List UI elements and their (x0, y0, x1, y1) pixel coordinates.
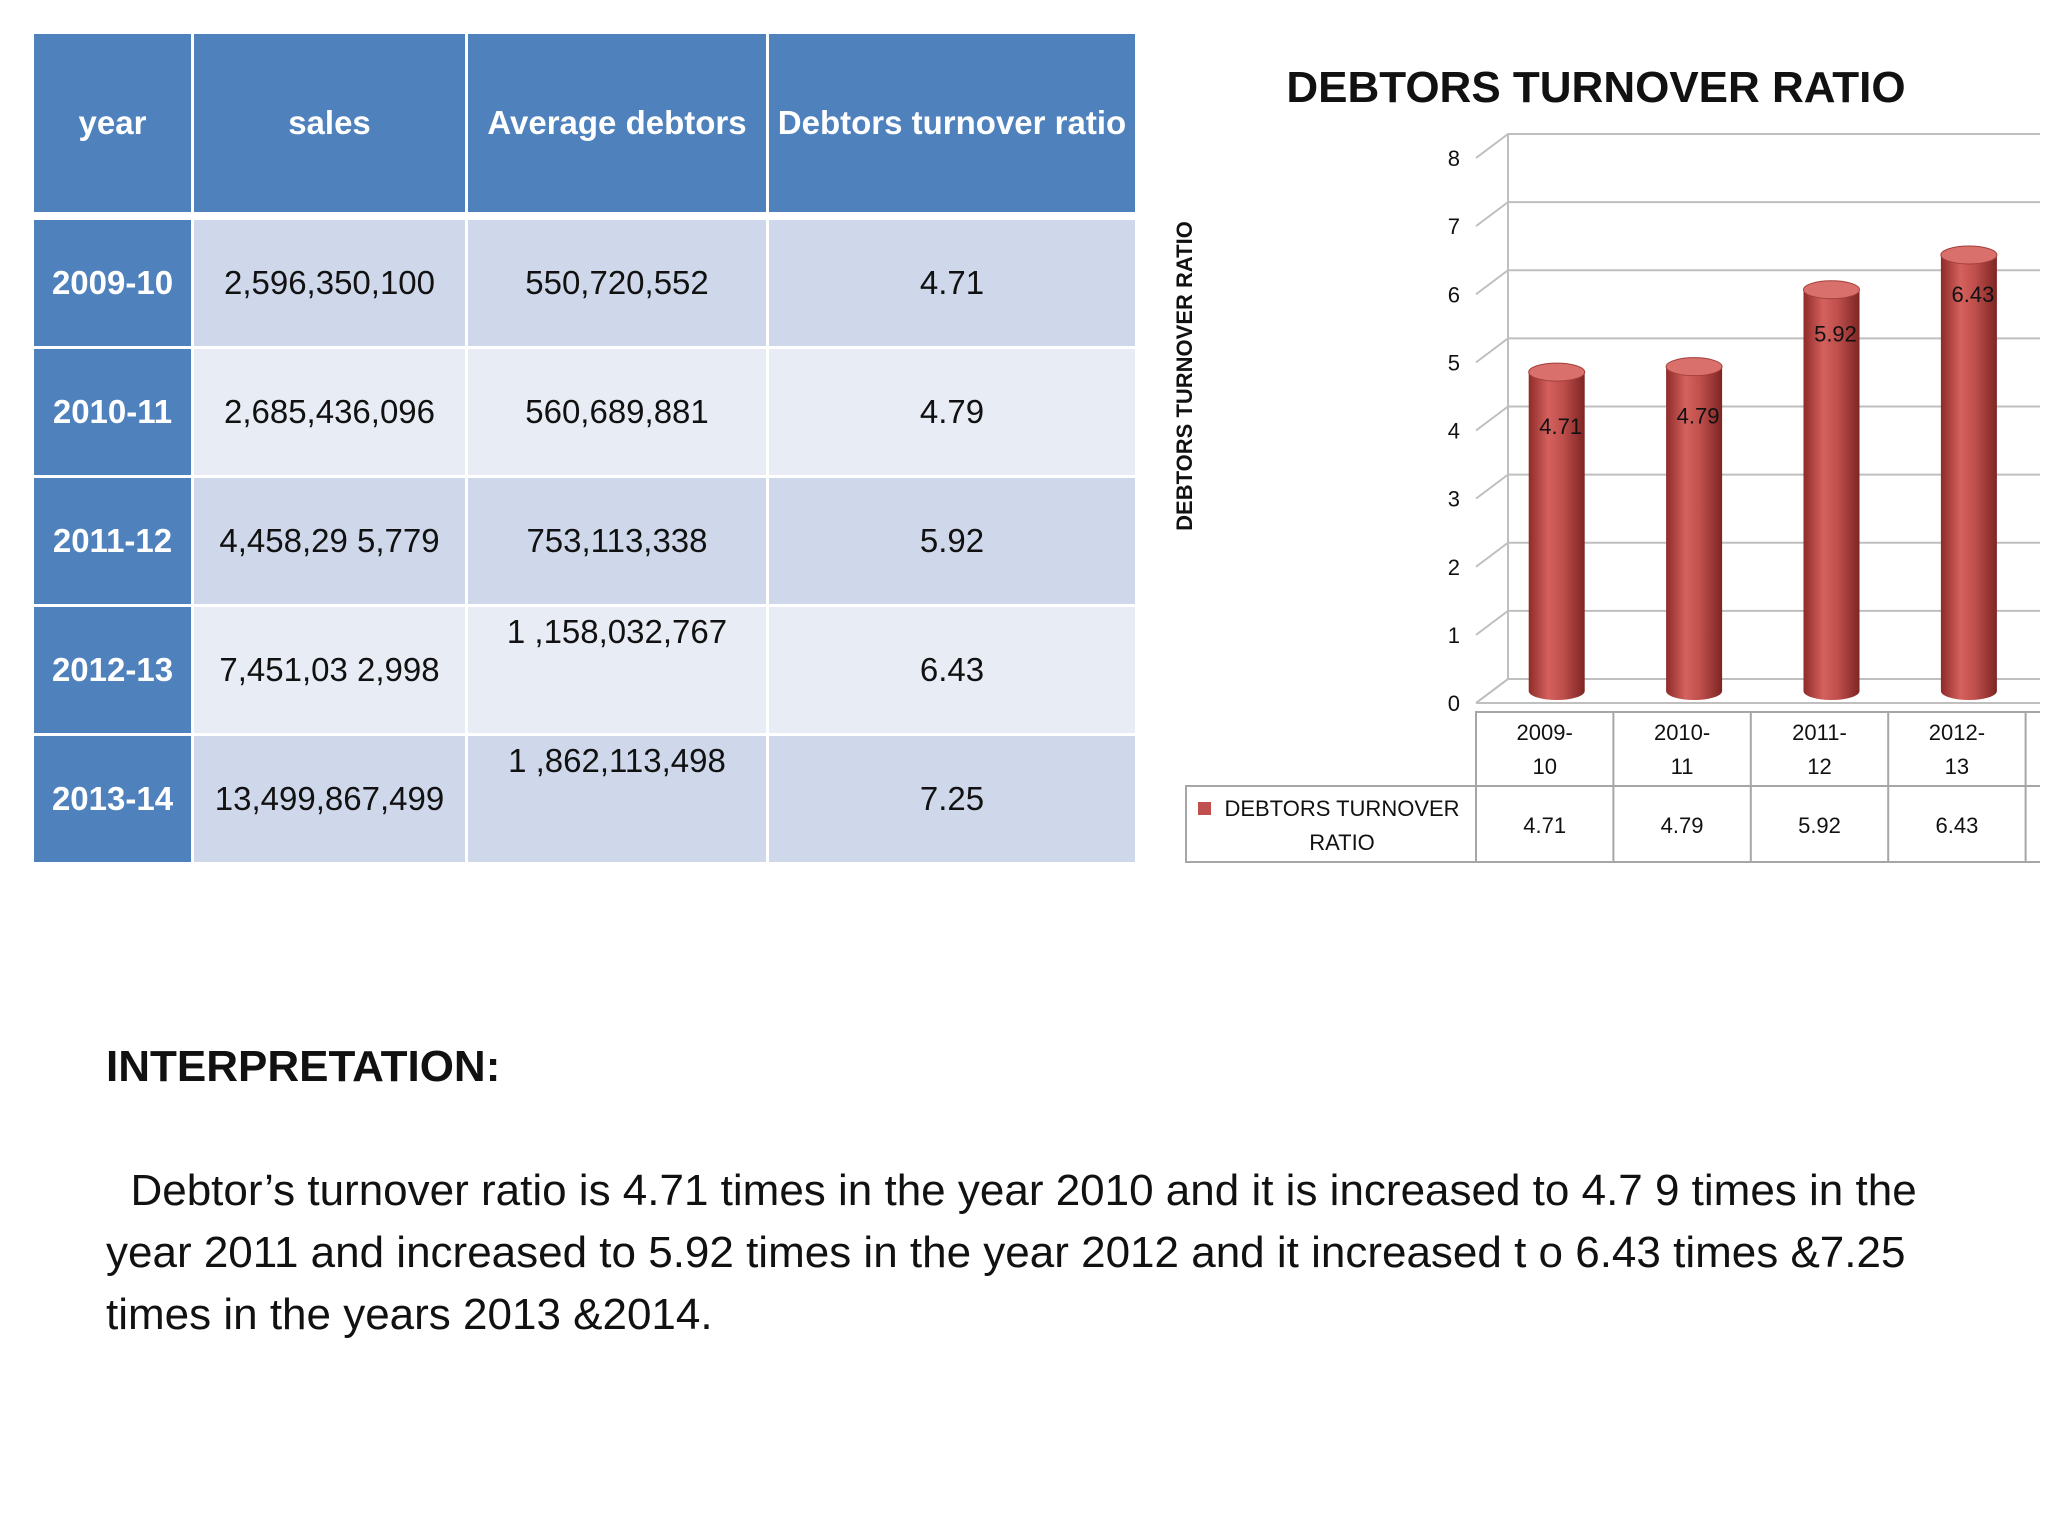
table-row: 2013-14 13,499,867,499 1 ,862,113,498 7.… (34, 736, 1135, 862)
ratio-cell: 7.25 (769, 736, 1135, 862)
x-category-label: 12 (1807, 754, 1831, 779)
chart-bars (1528, 245, 1998, 701)
y-tick-label: 5 (1448, 350, 1460, 375)
average-debtors-cell: 1 ,862,113,498 (468, 736, 766, 862)
y-tick-label: 7 (1448, 214, 1460, 239)
table-header-row: year sales Average debtors Debtors turno… (34, 34, 1135, 212)
debtors-turnover-chart: DEBTORS TURNOVER RATIO DEBTORS TURNOVER … (1172, 63, 2040, 863)
x-category-label: 2011- (1792, 720, 1847, 745)
bar-body (1666, 366, 1723, 700)
sales-cell: 4,458,29 5,779 (194, 478, 465, 604)
data-label: 4.71 (1539, 414, 1582, 439)
header-average-debtors: Average debtors (468, 34, 766, 212)
year-cell: 2010-11 (34, 349, 191, 475)
average-debtors-cell: 753,113,338 (468, 478, 766, 604)
table-value: 6.43 (1935, 813, 1978, 838)
chart-data-table: 2009- 10 4.71 2010- 11 4.79 2011- 12 5.92 2012- 13… (1185, 711, 2040, 863)
bar (1940, 245, 1998, 701)
header-year: year (34, 34, 191, 212)
y-axis-ticks: 0 1 2 3 4 5 6 7 8 (1448, 146, 1460, 716)
y-tick-label: 8 (1448, 146, 1460, 171)
sales-cell: 2,685,436,096 (194, 349, 465, 475)
average-debtors-value: 1 ,862,113,498 (508, 742, 726, 779)
y-tick-label: 2 (1448, 555, 1460, 580)
bar-body (1803, 289, 1860, 700)
ratio-cell: 5.92 (769, 478, 1135, 604)
x-category-label: 11 (1671, 754, 1694, 779)
header-debtors-turnover-ratio: Debtors turnover ratio (769, 34, 1135, 212)
ratio-cell: 4.71 (769, 220, 1135, 346)
interpretation-heading: INTERPRETATION: (106, 1042, 501, 1091)
y-tick-label: 4 (1448, 419, 1460, 444)
bar (1803, 280, 1860, 700)
data-labels: 4.714.795.926.437.25 (1539, 282, 1994, 439)
average-debtors-value: 1 ,158,032,767 (506, 613, 728, 650)
x-category-label: 2010- (1654, 720, 1710, 745)
table-value: 5.92 (1798, 813, 1841, 838)
y-tick-label: 3 (1448, 487, 1460, 512)
bar (1528, 362, 1586, 700)
table-row: 2010-11 2,685,436,096 560,689,881 4.79 (34, 349, 1135, 475)
bar-top (1940, 245, 1998, 265)
bar-top (1528, 362, 1586, 382)
table-row: 2012-13 7,451,03 2,998 1 ,158,032,767 6.… (34, 607, 1135, 733)
table-row: 2009-10 2,596,350,100 550,720,552 4.71 (34, 220, 1135, 346)
ratio-cell: 4.79 (769, 349, 1135, 475)
ratio-cell: 6.43 (769, 607, 1135, 733)
x-category-label: 2012- (1929, 720, 1985, 745)
x-category-label: 2009- (1517, 720, 1573, 745)
x-category-label: 13 (1945, 754, 1969, 779)
x-category-label: 10 (1532, 754, 1556, 779)
interpretation-text: Debtor’s turnover ratio is 4.71 times in… (106, 1166, 1929, 1339)
bar-body (1940, 254, 1997, 701)
year-cell: 2012-13 (34, 607, 191, 733)
table-row: 2011-12 4,458,29 5,779 753,113,338 5.92 (34, 478, 1135, 604)
sales-cell: 2,596,350,100 (194, 220, 465, 346)
gridline (1475, 201, 2040, 227)
year-cell: 2009-10 (34, 220, 191, 346)
y-tick-label: 0 (1448, 691, 1460, 716)
average-debtors-cell: 550,720,552 (468, 220, 766, 346)
sales-cell: 7,451,03 2,998 (194, 607, 465, 733)
legend-series-name: DEBTORS TURNOVER (1224, 796, 1459, 821)
sales-cell: 13,499,867,499 (194, 736, 465, 862)
header-sales: sales (194, 34, 465, 212)
legend-swatch (1198, 802, 1211, 815)
legend-series-name: RATIO (1309, 830, 1375, 855)
y-tick-label: 6 (1448, 282, 1460, 307)
y-axis-label: DEBTORS TURNOVER RATIO (1172, 221, 1197, 531)
debtors-table: year sales Average debtors Debtors turno… (31, 31, 1138, 865)
floor-edge (1476, 702, 2040, 704)
bar-top (1803, 280, 1860, 300)
bar (1665, 357, 1723, 700)
data-label: 6.43 (1951, 282, 1994, 307)
gridline (1475, 133, 2040, 159)
chart-gridlines (1475, 133, 2040, 704)
bar-top (1665, 357, 1723, 377)
average-debtors-cell: 560,689,881 (468, 349, 766, 475)
chart-title: DEBTORS TURNOVER RATIO (1286, 63, 1905, 112)
table-value: 4.79 (1661, 813, 1704, 838)
year-cell: 2013-14 (34, 736, 191, 862)
year-cell: 2011-12 (34, 478, 191, 604)
data-label: 4.79 (1677, 404, 1720, 429)
bar-body (1528, 372, 1585, 700)
table-value: 4.71 (1523, 813, 1566, 838)
data-label: 5.92 (1814, 322, 1857, 347)
average-debtors-cell: 1 ,158,032,767 (468, 607, 766, 733)
y-tick-label: 1 (1448, 623, 1460, 648)
